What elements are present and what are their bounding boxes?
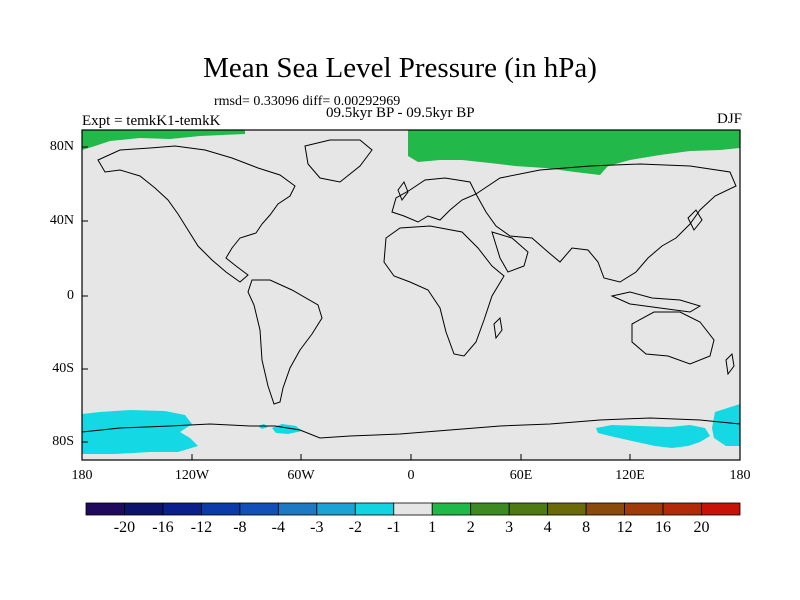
colorbar-swatch xyxy=(124,502,164,516)
lon-label-120w: 120W xyxy=(174,468,210,483)
colorbar-label: 2 xyxy=(466,519,475,536)
colorbar-swatch xyxy=(585,502,625,516)
colorbar-swatch xyxy=(701,502,741,516)
colorbar-label: 16 xyxy=(655,519,672,536)
colorbar-swatch xyxy=(85,502,125,516)
lat-label-40n: 40N xyxy=(49,213,74,228)
colorbar-swatch xyxy=(431,502,472,516)
lat-label-80s: 80S xyxy=(52,434,74,449)
lon-label-120e: 120E xyxy=(615,468,645,483)
colorbar-label: -2 xyxy=(348,519,362,536)
colorbar-label: -1 xyxy=(387,519,401,536)
map-background xyxy=(82,130,740,460)
coastlines xyxy=(81,139,741,439)
colorbar-swatch xyxy=(393,502,433,516)
lat-label-0: 0 xyxy=(67,288,74,303)
colorbar-label: 1 xyxy=(428,519,437,536)
colorbar-swatch xyxy=(316,502,356,516)
colorbar-label: -8 xyxy=(233,519,247,536)
period-label: 09.5kyr BP - 09.5kyr BP xyxy=(326,105,475,121)
colorbar-swatch xyxy=(201,502,241,516)
colorbar-swatch xyxy=(662,502,702,516)
positive-anomaly-regions xyxy=(82,130,740,175)
lon-label-60w: 60W xyxy=(287,468,315,483)
colorbar-swatch xyxy=(470,502,510,516)
experiment-label: Expt = temkK1-temkK xyxy=(82,113,221,129)
colorbar-swatch xyxy=(277,502,318,516)
colorbar-label: 12 xyxy=(616,519,633,536)
colorbar-label: -3 xyxy=(310,519,324,536)
colorbar-label: -16 xyxy=(152,519,174,536)
map-title: Mean Sea Level Pressure (in hPa) xyxy=(203,52,597,84)
axis-ticks xyxy=(81,146,741,460)
colorbar xyxy=(85,502,741,516)
lat-label-80n: 80N xyxy=(49,139,74,154)
colorbar-swatch xyxy=(239,502,279,516)
colorbar-label: -4 xyxy=(271,519,285,536)
lat-label-40s: 40S xyxy=(52,361,74,376)
lon-label-60e: 60E xyxy=(509,468,533,483)
season-label: DJF xyxy=(716,111,742,127)
colorbar-swatch xyxy=(624,502,664,516)
colorbar-label: 20 xyxy=(693,519,710,536)
colorbar-label: 8 xyxy=(582,519,591,536)
colorbar-swatch xyxy=(547,502,587,516)
colorbar-swatch xyxy=(162,502,202,516)
lon-label-180e: 180 xyxy=(729,468,751,483)
colorbar-label: 4 xyxy=(543,519,552,536)
colorbar-swatch xyxy=(354,502,395,516)
colorbar-label: -12 xyxy=(190,519,213,536)
colorbar-label: -20 xyxy=(113,519,136,536)
negative-anomaly-regions xyxy=(82,404,740,454)
lon-label-180w: 180 xyxy=(71,468,93,483)
lon-label-0: 0 xyxy=(407,468,415,483)
rmsd-diff-stats: rmsd= 0.33096 diff= 0.00292969 xyxy=(214,94,401,109)
colorbar-label: 3 xyxy=(505,519,514,536)
colorbar-swatch xyxy=(508,502,549,516)
